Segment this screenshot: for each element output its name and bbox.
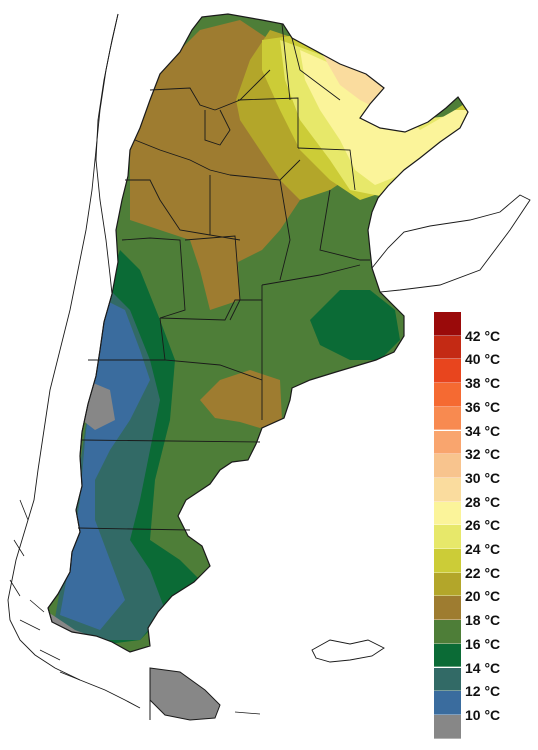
province-boundaries	[77, 23, 370, 531]
legend-label: 32 °C	[465, 446, 501, 463]
zone-14c-east	[310, 290, 400, 360]
legend-label: 10 °C	[465, 706, 501, 723]
legend-label: 20 °C	[465, 588, 501, 605]
legend-swatch	[434, 549, 461, 573]
legend-swatch	[434, 714, 461, 739]
legend-label: 30 °C	[465, 469, 501, 486]
province-line	[125, 179, 211, 236]
province-line	[159, 299, 262, 321]
legend-label: 16 °C	[465, 635, 501, 652]
legend-swatch	[434, 383, 461, 407]
legend-label: 12 °C	[465, 683, 501, 700]
legend-label: 24 °C	[465, 541, 501, 557]
legend-swatch	[434, 359, 461, 384]
legend-label: 42 °C	[465, 327, 501, 344]
legend-swatch	[434, 620, 461, 644]
legend-label: 36 °C	[465, 398, 501, 415]
province-line	[77, 527, 191, 531]
legend-swatch	[434, 477, 461, 502]
province-line	[184, 235, 241, 321]
legend-label: 18 °C	[465, 612, 501, 629]
legend-swatch	[434, 406, 461, 431]
province-line	[149, 87, 216, 111]
province-line	[81, 439, 261, 443]
uruguay-outline	[371, 194, 531, 293]
legend-label: 38 °C	[465, 375, 501, 392]
tierra-del-fuego	[149, 667, 221, 721]
chile-coast	[7, 13, 141, 709]
legend-swatch	[434, 643, 461, 668]
legend-label: 22 °C	[465, 564, 501, 581]
zone-18c-south	[200, 370, 282, 428]
province-line	[319, 189, 370, 261]
legend-swatch	[434, 335, 461, 360]
legend-swatch	[434, 572, 461, 597]
legend-swatch	[434, 596, 461, 621]
province-line	[121, 237, 186, 319]
zone-10c	[60, 300, 150, 630]
chile-fjords	[9, 499, 81, 681]
province-line	[209, 175, 241, 241]
staten-island	[234, 711, 261, 715]
legend-swatch	[434, 691, 461, 715]
province-line	[281, 23, 291, 101]
legend-swatch	[434, 430, 461, 455]
legend-label: 26 °C	[465, 517, 501, 534]
legend-label: 34 °C	[465, 422, 501, 439]
legend-swatch	[434, 312, 461, 336]
legend-label: 40 °C	[465, 351, 501, 368]
province-line	[261, 264, 361, 286]
legend-swatch	[434, 454, 461, 478]
province-line	[134, 139, 231, 176]
province-line	[159, 317, 263, 381]
zone-28c	[320, 50, 392, 110]
legend-label: 14 °C	[465, 659, 501, 676]
legend-swatch	[434, 525, 461, 549]
province-line	[291, 37, 341, 101]
province-line	[214, 69, 271, 111]
province-line	[204, 109, 231, 146]
legend-label: 28 °C	[465, 493, 501, 510]
falkland-islands	[311, 639, 385, 663]
legend: 42 °C 40 °C 38 °C 36 °C 34 °C 32 °C 30 °C 28 °C…	[434, 312, 534, 740]
province-line	[297, 147, 356, 191]
province-line	[237, 97, 299, 148]
legend-swatch	[434, 501, 461, 526]
legend-swatch	[434, 667, 461, 692]
province-line	[279, 179, 291, 281]
